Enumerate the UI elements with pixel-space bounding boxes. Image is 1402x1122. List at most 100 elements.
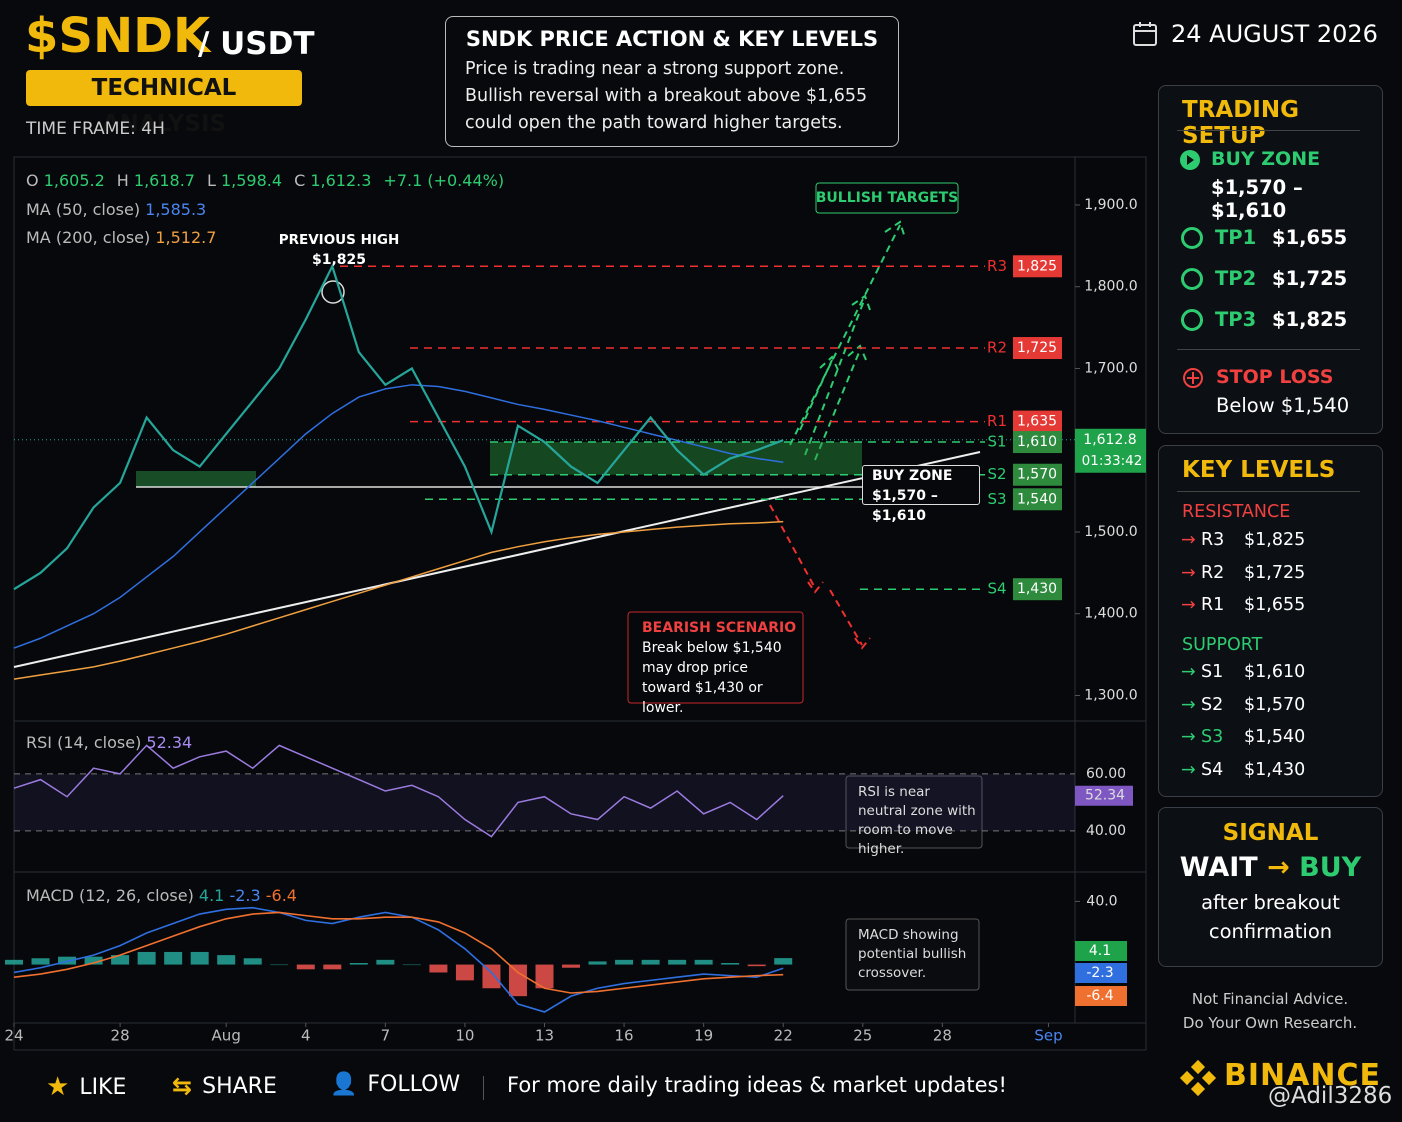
- disclaimer-line: Not Financial Advice.: [1191, 990, 1349, 1008]
- share-icon: ⇆: [172, 1072, 193, 1100]
- level-label: 1,610: [1017, 434, 1057, 450]
- histogram-bar: [376, 959, 395, 965]
- buy-zone-value: $1,570 – $1,610: [1211, 176, 1303, 222]
- signal-arrow: →: [1267, 852, 1290, 883]
- key-level-row: → R2 $1,725: [1181, 563, 1305, 583]
- signal-to: BUY: [1299, 852, 1362, 883]
- ohlc-item: O 1,605.2: [26, 171, 105, 190]
- last-price-timer: 01:33:42: [1082, 453, 1143, 469]
- histogram-bar: [31, 958, 50, 965]
- symbol: $SNDK: [25, 8, 211, 64]
- trading-setup: TRADING SETUP BUY ZONE $1,570 – $1,610 T…: [1158, 85, 1383, 434]
- key-level-label: S3: [1201, 727, 1224, 747]
- level-label: 1,635: [1017, 414, 1057, 430]
- level-name: S2: [987, 465, 1006, 483]
- ohlc-value: 1,618.7: [133, 171, 195, 190]
- key-levels: KEY LEVELS RESISTANCE SUPPORT → R3 $1,825 →…: [1158, 445, 1383, 797]
- level-box: [1013, 578, 1062, 601]
- level-name: R2: [987, 339, 1007, 357]
- macd-last-label: 4.1: [1089, 943, 1111, 959]
- histogram-bar: [270, 964, 289, 966]
- key-level-value: $1,825: [1244, 530, 1306, 550]
- histogram-bar: [535, 964, 554, 989]
- bullish-label: BULLISH TARGETS: [816, 190, 959, 206]
- target-value: $1,655: [1272, 226, 1348, 249]
- follow-button[interactable]: 👤 FOLLOW: [330, 1072, 460, 1097]
- level-label: 1,540: [1017, 491, 1057, 507]
- stop-label: STOP LOSS: [1216, 366, 1334, 388]
- histogram-bar: [747, 964, 766, 967]
- ohlc-value: 1,598.4: [220, 171, 283, 190]
- key-level-value: $1,430: [1244, 759, 1306, 780]
- histogram-bar: [455, 964, 474, 981]
- x-tick-label: 19: [694, 1027, 713, 1045]
- key-level-label: S2: [1201, 694, 1224, 715]
- disclaimer: Not Financial Advice. Do Your Own Researc…: [1160, 987, 1380, 1035]
- macd-line: [13, 906, 784, 1013]
- histogram-bar: [5, 959, 23, 965]
- macd-title: MACD (12, 26, close): [26, 886, 194, 905]
- buy-icon: [1180, 150, 1200, 170]
- bullish-box: [815, 182, 959, 214]
- level-name: S1: [987, 433, 1006, 451]
- share-button[interactable]: ⇆ SHARE: [172, 1072, 277, 1100]
- x-tick-label: 7: [381, 1027, 391, 1045]
- previous-high-title: PREVIOUS HIGH: [279, 232, 400, 248]
- ohlc-key: O: [26, 171, 39, 190]
- level-box: [1013, 255, 1062, 278]
- rsi-last-label: 52.34: [1085, 788, 1125, 804]
- key-level-label: S4: [1201, 759, 1224, 780]
- histogram-bar: [508, 964, 527, 997]
- y-tick-label: 1,700.0: [1084, 360, 1137, 376]
- target-value: $1,825: [1272, 308, 1348, 331]
- x-tick-label: 28: [933, 1027, 952, 1045]
- x-tick-label: Sep: [1034, 1027, 1062, 1045]
- key-level-row: → S4 $1,430: [1181, 760, 1305, 780]
- level-name: S3: [987, 490, 1006, 508]
- macd-last-box: [1075, 941, 1127, 961]
- ohlc-legend: O 1,605.2 H 1,618.7 L 1,598.4 C 1,612.3 +7.1…: [26, 171, 504, 190]
- buy-zone-band: [490, 442, 862, 475]
- ohlc-item: L 1,598.4: [207, 171, 282, 190]
- rsi-line: [13, 744, 784, 838]
- x-tick-label: 24: [4, 1027, 23, 1045]
- target-label: TP1: [1215, 226, 1257, 249]
- level-label: 1,825: [1017, 258, 1057, 274]
- y-tick-label: 1,900.0: [1084, 197, 1137, 213]
- ma50-value: 1,585.3: [145, 200, 207, 219]
- macd-line: [13, 911, 784, 994]
- target-icon: [1181, 308, 1203, 331]
- badge: TECHNICAL ANALYSIS: [26, 70, 302, 137]
- setup-title: TRADING SETUP: [1182, 97, 1299, 149]
- ohlc-value: 1,612.3: [310, 171, 372, 190]
- key-level-row: → R1 $1,655: [1181, 595, 1305, 615]
- macd-note-box: [845, 918, 980, 991]
- timeframe: TIME FRAME: 4H: [26, 119, 165, 139]
- ma50-name: MA (50, close): [26, 200, 141, 219]
- macd-last-label: -2.3: [1086, 965, 1113, 981]
- ma200-name: MA (200, close): [26, 228, 151, 247]
- histogram-bar: [111, 955, 130, 965]
- ma200-legend: MA (200, close) 1,512.7: [26, 228, 216, 247]
- divider: [483, 1076, 484, 1100]
- rsi-legend: RSI (14, close) 52.34: [26, 733, 192, 752]
- pair: / USDT: [198, 26, 315, 62]
- binance-logo: [1179, 1059, 1217, 1097]
- follow-icon: 👤: [330, 1072, 358, 1097]
- macd-note: MACD showing potential bullish crossover…: [858, 927, 967, 981]
- chart: BULLISH TARGETS PREVIOUS HIGH $1,825 1,3…: [4, 156, 1147, 1051]
- like-button[interactable]: ★ LIKE: [46, 1072, 126, 1102]
- brand: BINANCE: [1224, 1058, 1381, 1093]
- signal: SIGNAL WAIT → BUY after breakout confirm…: [1158, 807, 1383, 967]
- ohlc-value: 1,605.2: [43, 171, 105, 190]
- key-level-arrow: →: [1181, 530, 1196, 550]
- buy-zone-range: $1,570 – $1,610: [872, 488, 938, 524]
- stop-icon: [1183, 368, 1203, 388]
- y-tick-label: 1,500.0: [1084, 524, 1137, 540]
- key-level-arrow: →: [1181, 595, 1196, 615]
- chart-frame: [13, 156, 1147, 1051]
- y-tick-label: 40.00: [1086, 823, 1126, 839]
- summary-box: SNDK PRICE ACTION & KEY LEVELS Price is …: [445, 16, 899, 147]
- level-box: [1013, 410, 1062, 433]
- rsi-note: RSI is near neutral zone with room to mo…: [858, 784, 976, 857]
